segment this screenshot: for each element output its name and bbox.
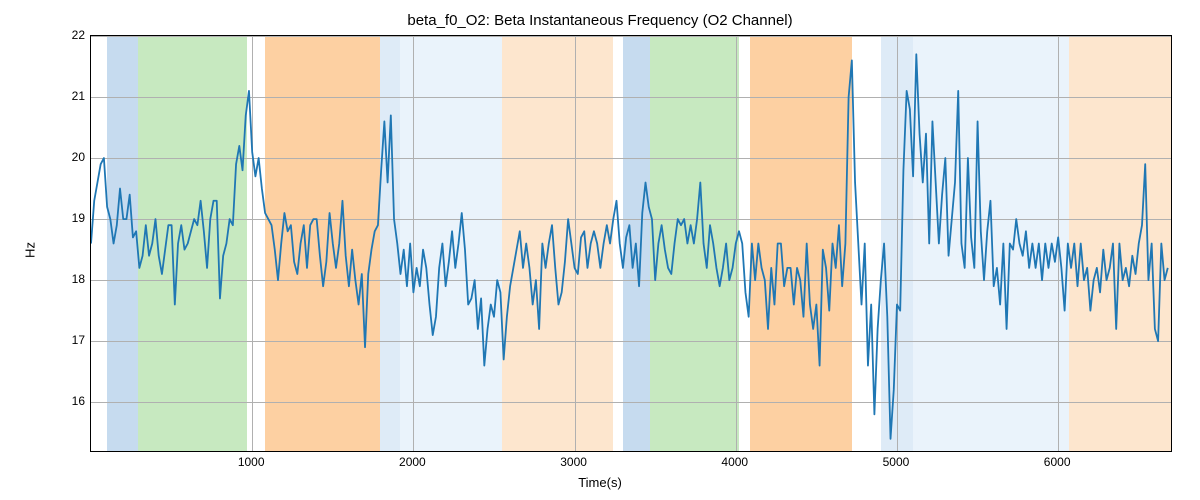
x-tick-label: 3000 [560, 455, 587, 469]
y-tick-label: 16 [45, 394, 85, 408]
x-tick-label: 5000 [883, 455, 910, 469]
y-tick-label: 18 [45, 272, 85, 286]
y-tick-label: 20 [45, 150, 85, 164]
y-tick-label: 17 [45, 333, 85, 347]
y-tick-label: 19 [45, 211, 85, 225]
data-line [91, 54, 1168, 438]
x-tick-label: 4000 [721, 455, 748, 469]
x-tick-label: 2000 [399, 455, 426, 469]
x-tick-label: 1000 [238, 455, 265, 469]
plot-area [90, 35, 1172, 452]
data-line-layer [91, 36, 1171, 451]
figure: beta_f0_O2: Beta Instantaneous Frequency… [0, 0, 1200, 500]
x-tick-label: 6000 [1044, 455, 1071, 469]
y-tick-label: 22 [45, 28, 85, 42]
y-tick-label: 21 [45, 89, 85, 103]
x-axis-label: Time(s) [0, 475, 1200, 490]
chart-title: beta_f0_O2: Beta Instantaneous Frequency… [0, 12, 1200, 29]
y-axis-label: Hz [22, 242, 37, 258]
